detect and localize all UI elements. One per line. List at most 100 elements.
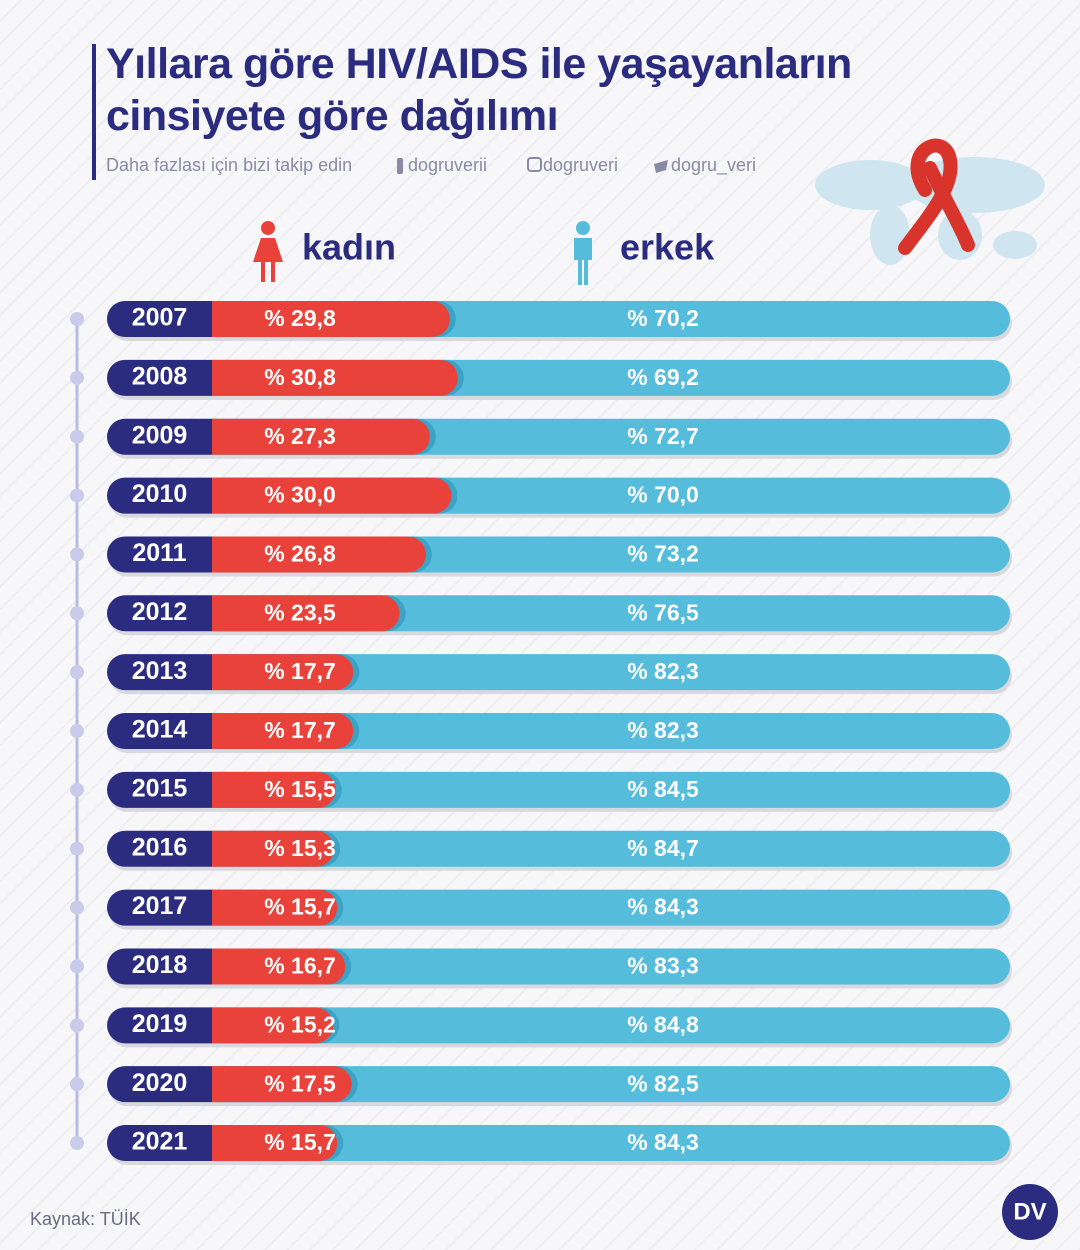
timeline-dot (70, 547, 84, 562)
year-tab (107, 948, 212, 985)
year-tab (106, 477, 212, 514)
timeline-dot (70, 959, 84, 974)
year-tab (107, 418, 212, 455)
value-label: % 17,7 (264, 658, 336, 684)
year-label: 2009 (132, 421, 188, 449)
female-icon (253, 221, 283, 282)
bar-segment (333, 1066, 1010, 1103)
value-label: % 15,3 (264, 835, 336, 861)
value-label: % 76,5 (627, 599, 699, 625)
value-label: % 84,8 (627, 1011, 699, 1037)
legend-label: kadın (302, 227, 396, 268)
bar-segment (317, 771, 1010, 808)
bar-segment (327, 948, 1010, 985)
value-label: % 17,5 (264, 1070, 336, 1096)
bar-segment (212, 536, 426, 573)
timeline-dot (70, 606, 84, 621)
year-tab (107, 536, 212, 573)
year-label: 2016 (132, 833, 188, 861)
timeline-dot (70, 429, 84, 444)
bar-segment (212, 830, 335, 867)
title: Yıllara göre HIV/AIDS ile yaşayanların c… (106, 40, 852, 140)
timeline-dot (70, 1018, 84, 1033)
year-label: 2008 (132, 362, 188, 390)
year-tab (107, 830, 212, 867)
value-label: % 83,3 (627, 953, 699, 979)
value-label: % 82,3 (627, 658, 699, 684)
value-label: % 69,2 (627, 364, 699, 390)
ribbon (898, 138, 975, 255)
timeline-dot (70, 782, 84, 797)
value-label: % 84,3 (627, 1129, 699, 1155)
year-label: 2018 (132, 951, 188, 979)
bar-segment (439, 359, 1010, 396)
value-label: % 72,7 (627, 423, 699, 449)
bar-segment (212, 477, 452, 514)
year-label: 2019 (132, 1010, 188, 1038)
male-icon (574, 221, 592, 285)
timeline-dot (70, 841, 84, 856)
value-label: % 15,7 (264, 1129, 336, 1155)
bar-segment (335, 654, 1011, 691)
year-label: 2021 (132, 1128, 188, 1156)
value-label: % 29,8 (264, 305, 336, 331)
bar-segment (335, 713, 1011, 750)
bar-segment (407, 536, 1010, 573)
social-handle: dogru_veri (671, 155, 756, 176)
social-handle: dogruveri (543, 155, 618, 175)
value-label: % 15,2 (264, 1011, 336, 1037)
bar-segment (212, 713, 354, 750)
year-tab (107, 359, 212, 396)
year-tab (107, 1066, 212, 1103)
value-label: % 30,8 (264, 364, 336, 390)
logo-badge (1002, 1184, 1058, 1240)
bar-segment (212, 889, 338, 926)
year-tab (107, 1007, 212, 1044)
bar-segment (212, 948, 346, 985)
value-label: % 23,5 (264, 599, 336, 625)
value-label: % 27,3 (264, 423, 336, 449)
year-tab (107, 771, 212, 808)
year-tab (107, 1125, 212, 1162)
bar-segment (212, 301, 450, 337)
value-label: % 30,0 (264, 482, 336, 508)
year-tab (107, 595, 212, 632)
bar-segment (319, 889, 1010, 926)
year-label: 2014 (132, 716, 188, 744)
year-label: 2017 (132, 892, 188, 920)
value-label: % 70,0 (627, 482, 699, 508)
year-label: 2012 (132, 598, 188, 626)
year-tab (107, 654, 212, 691)
year-label: 2010 (132, 480, 188, 508)
value-label: % 16,7 (264, 953, 336, 979)
value-label: % 84,5 (627, 776, 699, 802)
bar-segment (212, 359, 458, 396)
value-label: % 82,3 (627, 717, 699, 743)
bar-segment (315, 1007, 1010, 1044)
social-handle: dogruverii (408, 155, 487, 175)
year-label: 2011 (132, 539, 186, 567)
year-tab (107, 889, 212, 926)
year-label: 2013 (132, 657, 188, 685)
social-icons (397, 157, 668, 174)
bar-segment (411, 418, 1010, 455)
bar-segment (212, 595, 400, 632)
year-label: 2020 (132, 1069, 188, 1097)
timeline-dot (70, 724, 84, 739)
value-label: % 26,8 (264, 541, 336, 567)
year-tab (107, 301, 212, 337)
bar-segment (316, 830, 1010, 867)
bar-segment (212, 1066, 352, 1103)
bar-segment (319, 1125, 1010, 1162)
timeline-dot (70, 488, 84, 503)
value-label: % 73,2 (627, 541, 699, 567)
bar-segment (431, 301, 1011, 337)
value-label: % 15,5 (264, 776, 336, 802)
subtitle: Daha fazlası için bizi takip edin (106, 155, 352, 175)
logo: DV (1013, 1198, 1046, 1225)
bar-segment (212, 1125, 338, 1162)
bar-segment (212, 654, 354, 691)
year-tab (107, 713, 212, 750)
value-label: % 70,2 (627, 305, 699, 331)
